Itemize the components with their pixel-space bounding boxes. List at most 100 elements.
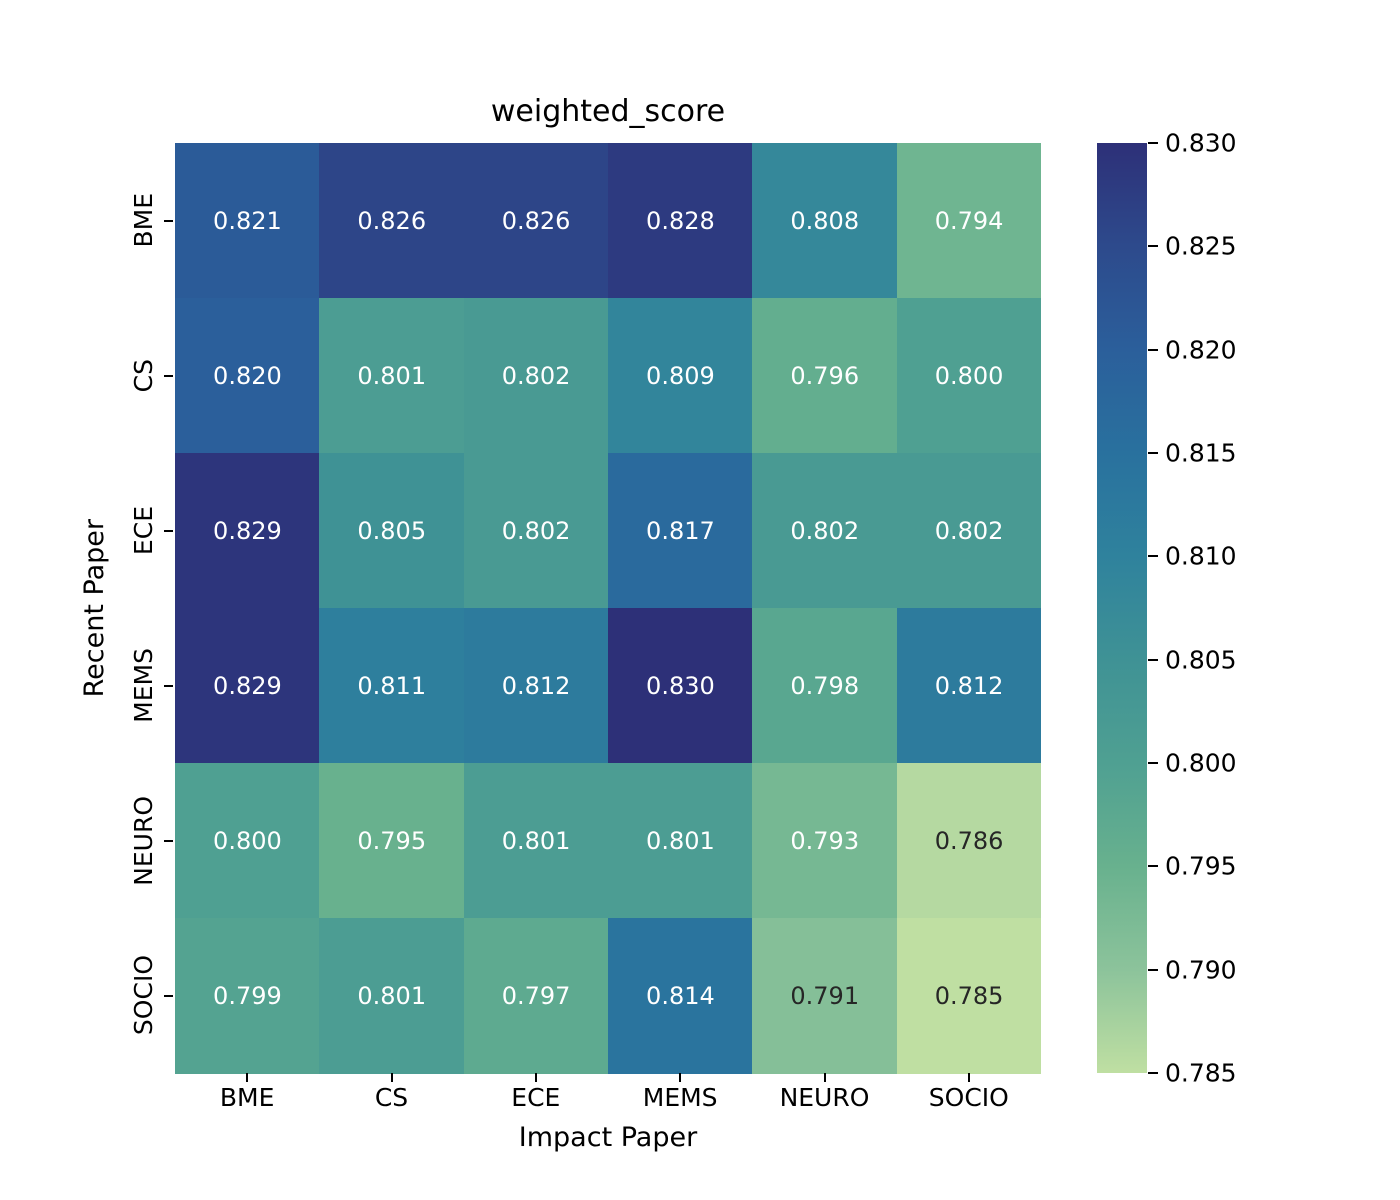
heatmap-cell: 0.830 xyxy=(608,608,753,764)
heatmap-cell: 0.828 xyxy=(608,143,753,299)
heatmap-cell: 0.795 xyxy=(319,763,465,919)
colorbar-tick-label: 0.795 xyxy=(1165,851,1237,881)
y-tick-label: CS xyxy=(128,358,158,393)
heatmap-cell: 0.794 xyxy=(896,143,1042,299)
heatmap-cell: 0.829 xyxy=(175,453,320,609)
y-axis-label-text: Recent Paper xyxy=(78,518,110,698)
cell-value: 0.785 xyxy=(934,981,1004,1010)
colorbar-tick-label: 0.815 xyxy=(1165,438,1237,468)
x-tick-label: ECE xyxy=(511,1083,561,1112)
cell-value: 0.801 xyxy=(501,826,571,855)
x-tick-label: NEURO xyxy=(779,1083,870,1112)
cell-value: 0.791 xyxy=(790,981,860,1010)
y-tick-mark xyxy=(164,839,173,842)
cell-value: 0.793 xyxy=(790,826,860,855)
cell-value: 0.820 xyxy=(213,361,282,390)
heatmap-cell: 0.802 xyxy=(463,298,609,454)
cell-value: 0.829 xyxy=(213,671,282,700)
heatmap-cell: 0.801 xyxy=(608,763,753,919)
cell-value: 0.826 xyxy=(357,206,427,235)
cell-value: 0.808 xyxy=(790,206,860,235)
cell-value: 0.802 xyxy=(501,516,571,545)
x-tick-label: BME xyxy=(219,1083,275,1112)
colorbar-tick-label: 0.805 xyxy=(1165,645,1237,675)
colorbar-tick-label: 0.810 xyxy=(1165,541,1237,571)
colorbar-tick-label: 0.790 xyxy=(1165,955,1237,985)
y-tick-label: BME xyxy=(128,193,158,248)
cell-value: 0.802 xyxy=(790,516,860,545)
heatmap-cell: 0.805 xyxy=(319,453,465,609)
cell-value: 0.795 xyxy=(357,826,427,855)
cell-value: 0.809 xyxy=(646,361,715,390)
cell-value: 0.817 xyxy=(646,516,715,545)
cell-value: 0.812 xyxy=(501,671,571,700)
y-tick-label: NEURO xyxy=(128,795,158,886)
heatmap-cell: 0.798 xyxy=(752,608,898,764)
y-tick-mark xyxy=(164,374,173,377)
cell-value: 0.812 xyxy=(934,671,1004,700)
heatmap-cell: 0.811 xyxy=(319,608,465,764)
cell-value: 0.821 xyxy=(213,206,282,235)
heatmap-cell: 0.826 xyxy=(319,143,465,299)
cell-value: 0.814 xyxy=(646,981,715,1010)
y-tick-label: SOCIO xyxy=(128,955,158,1036)
colorbar-tick-mark xyxy=(1148,142,1158,144)
cell-value: 0.800 xyxy=(934,361,1004,390)
x-tick-label: SOCIO xyxy=(928,1083,1009,1112)
cell-value: 0.801 xyxy=(357,981,427,1010)
heatmap-cell: 0.802 xyxy=(463,453,609,609)
heatmap-cell: 0.821 xyxy=(175,143,320,299)
x-axis-label: Impact Paper xyxy=(518,1122,698,1153)
x-tick-mark xyxy=(534,1073,537,1082)
heatmap-cell: 0.801 xyxy=(319,298,465,454)
colorbar-tick-label: 0.830 xyxy=(1165,128,1237,158)
heatmap-cell: 0.800 xyxy=(175,763,320,919)
chart-title: weighted_score xyxy=(490,94,726,129)
heatmap-cell: 0.791 xyxy=(752,918,898,1074)
heatmap-cell: 0.812 xyxy=(463,608,609,764)
cell-value: 0.802 xyxy=(934,516,1004,545)
heatmap-cell: 0.814 xyxy=(608,918,753,1074)
cell-value: 0.786 xyxy=(934,826,1004,855)
colorbar-tick-mark xyxy=(1148,762,1158,764)
y-tick-mark xyxy=(164,994,173,997)
cell-value: 0.797 xyxy=(501,981,571,1010)
heatmap-cell: 0.800 xyxy=(896,298,1042,454)
colorbar-tick-label: 0.800 xyxy=(1165,748,1237,778)
x-tick-mark xyxy=(823,1073,826,1082)
cell-value: 0.801 xyxy=(357,361,427,390)
heatmap-cell: 0.797 xyxy=(463,918,609,1074)
y-axis-label: Recent Paper xyxy=(76,143,112,1073)
colorbar-tick-mark xyxy=(1148,865,1158,868)
cell-value: 0.798 xyxy=(790,671,860,700)
cell-value: 0.794 xyxy=(934,206,1004,235)
colorbar-tick-mark xyxy=(1148,452,1158,454)
x-tick-mark xyxy=(246,1073,249,1082)
cell-value: 0.829 xyxy=(213,516,282,545)
colorbar-tick-mark xyxy=(1148,245,1158,248)
y-tick-label: ECE xyxy=(128,505,158,556)
heatmap-cell: 0.809 xyxy=(608,298,753,454)
heatmap-cell: 0.793 xyxy=(752,763,898,919)
x-tick-mark xyxy=(679,1073,682,1082)
cell-value: 0.805 xyxy=(357,516,427,545)
y-tick-label: MEMS xyxy=(128,648,158,723)
colorbar-tick-mark xyxy=(1148,555,1158,558)
y-tick-mark xyxy=(164,529,173,532)
heatmap: 0.821 0.826 0.826 0.828 0.808 0.794 0.820 0.801… xyxy=(175,143,1042,1074)
heatmap-cell: 0.817 xyxy=(608,453,753,609)
heatmap-cell: 0.802 xyxy=(752,453,898,609)
heatmap-cell: 0.812 xyxy=(896,608,1042,764)
cell-value: 0.801 xyxy=(646,826,715,855)
heatmap-cell: 0.826 xyxy=(463,143,609,299)
cell-value: 0.796 xyxy=(790,361,860,390)
cell-value: 0.811 xyxy=(357,671,427,700)
heatmap-cell: 0.808 xyxy=(752,143,898,299)
colorbar-tick-mark xyxy=(1148,968,1158,971)
cell-value: 0.799 xyxy=(213,981,282,1010)
heatmap-cell: 0.801 xyxy=(463,763,609,919)
x-tick-label: MEMS xyxy=(642,1083,718,1112)
colorbar-tick-label: 0.820 xyxy=(1165,335,1237,365)
heatmap-cell: 0.802 xyxy=(896,453,1042,609)
colorbar-tick-mark xyxy=(1148,1072,1158,1074)
